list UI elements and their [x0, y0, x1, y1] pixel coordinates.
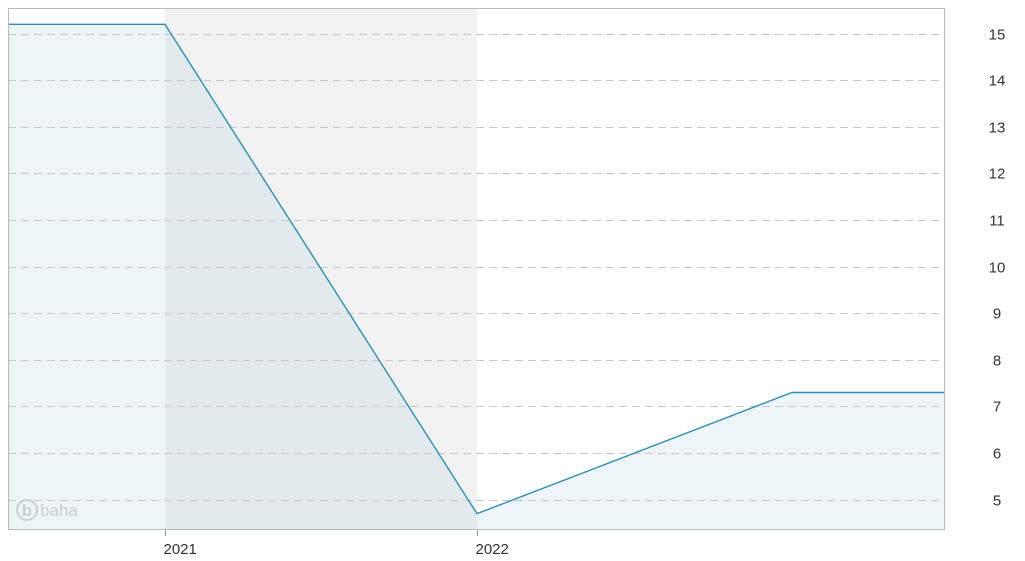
watermark: b baha	[16, 499, 78, 521]
y-tick-label-10: 10	[989, 260, 1006, 277]
y-tick-label-7: 7	[993, 399, 1001, 416]
y-axis: 5 6 7 8 9 10 11 12 13 14 15	[989, 27, 1006, 510]
y-tick-label-8: 8	[993, 353, 1001, 370]
y-tick-label-6: 6	[993, 446, 1001, 463]
y-tick-label-13: 13	[989, 120, 1006, 137]
baha-logo-letter: b	[22, 501, 32, 520]
plot-border	[8, 8, 945, 530]
x-tick-label-2021: 2021	[164, 541, 197, 558]
y-tick-label-15: 15	[989, 27, 1006, 44]
watermark-text: baha	[40, 501, 78, 520]
x-axis: 2021 2022	[164, 530, 509, 558]
x-tick-label-2022: 2022	[476, 541, 509, 558]
y-tick-label-12: 12	[989, 166, 1006, 183]
y-tick-label-5: 5	[993, 493, 1001, 510]
y-tick-label-9: 9	[993, 306, 1001, 323]
y-tick-label-11: 11	[989, 213, 1005, 230]
series-line	[8, 23, 945, 515]
y-tick-label-14: 14	[989, 73, 1006, 90]
series-area-in-band	[165, 24, 477, 530]
baha-logo-icon	[16, 499, 38, 521]
